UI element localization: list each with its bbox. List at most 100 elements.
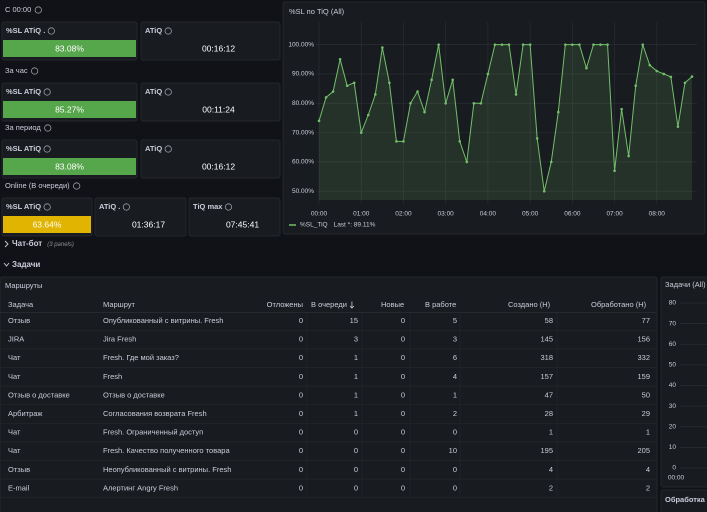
table-cell: 0 (299, 353, 303, 362)
data-point (437, 43, 440, 46)
table-cell: 6 (453, 353, 457, 362)
table-cell: 195 (540, 446, 553, 455)
row-note: (3 panels) (47, 242, 74, 248)
column-header: Маршрут (103, 300, 136, 309)
table-cell: 0 (401, 465, 405, 474)
table-cell: Опубликованный с витрины. Fresh (103, 316, 223, 325)
data-point (542, 189, 546, 193)
data-point (430, 78, 433, 82)
panel (660, 276, 707, 488)
stat-title: ATiQ (145, 26, 162, 35)
data-point (352, 81, 356, 85)
stat-value: 00:16:12 (202, 43, 235, 53)
stat-title: ATiQ . (99, 202, 120, 211)
stat-bar (3, 216, 91, 233)
column-header: В работе (425, 300, 456, 309)
table-cell: 0 (354, 446, 358, 455)
chart-title: Задачи (All) (665, 280, 706, 289)
table-cell: 0 (401, 316, 405, 325)
x-tick-label: 04:00 (480, 211, 497, 218)
table-cell: 0 (354, 428, 358, 437)
table-cell: 10 (449, 446, 457, 455)
data-point (676, 125, 680, 129)
column-header: Новые (381, 300, 404, 309)
table-cell: 1 (646, 428, 650, 437)
table-cell: 0 (401, 372, 405, 381)
table-cell: 0 (453, 465, 457, 474)
data-point (366, 113, 370, 117)
table-cell: JIRA (8, 335, 24, 344)
data-point (416, 90, 419, 93)
table-cell: 205 (637, 446, 650, 455)
row-title: Чат-бот (12, 239, 42, 248)
section-label: За час (5, 66, 28, 75)
table-cell: 15 (350, 316, 358, 325)
info-icon (122, 203, 130, 211)
column-header: Отложены (267, 300, 303, 309)
data-point (655, 69, 659, 73)
data-point (395, 140, 398, 143)
column-header: Задача (8, 300, 34, 309)
data-point (528, 43, 532, 46)
y-tick-label: 90.00% (292, 71, 314, 78)
column-header: В очереди (311, 300, 347, 309)
table-cell: 0 (453, 428, 457, 437)
data-point (479, 101, 483, 105)
data-point (374, 93, 377, 96)
table-cell: Чат (8, 428, 21, 437)
series-area (319, 44, 692, 200)
y-tick-label: 50.00% (292, 188, 314, 195)
stat-title: TiQ max (193, 202, 223, 211)
data-point (585, 66, 588, 70)
table-cell: Чат (8, 446, 21, 455)
data-point (500, 43, 504, 46)
table-cell: 28 (545, 409, 553, 418)
table-cell: 58 (545, 316, 553, 325)
data-point (444, 101, 447, 105)
y-tick-label: 60 (669, 341, 677, 348)
x-tick-label: 02:00 (395, 211, 412, 218)
table-cell: 0 (401, 335, 405, 344)
table-cell: Fresh (103, 372, 122, 381)
stat-value: 00:16:12 (202, 161, 235, 171)
table-cell: Чат (8, 372, 21, 381)
data-point (571, 43, 574, 46)
data-point (409, 101, 412, 105)
y-tick-label: 70.00% (292, 129, 314, 136)
table-cell: 0 (401, 483, 405, 492)
table-cell: 0 (453, 483, 457, 492)
stat-title: %SL ATiQ (6, 202, 41, 211)
data-point (324, 96, 328, 99)
table-cell: 0 (401, 428, 405, 437)
y-tick-label: 100.00% (288, 41, 314, 48)
data-point (606, 43, 609, 46)
table-cell: 0 (299, 428, 303, 437)
data-point (549, 160, 553, 164)
x-tick-label: 01:00 (353, 211, 370, 218)
y-tick-label: 80 (669, 300, 677, 307)
stat-title: %SL ATiQ . (6, 26, 45, 35)
panel (140, 139, 281, 179)
table-cell: 0 (299, 483, 303, 492)
x-tick-label: 03:00 (438, 211, 455, 218)
row-title: Задачи (12, 260, 40, 269)
data-point (578, 43, 581, 46)
data-point (592, 43, 595, 46)
stat-value: 63.64% (33, 219, 62, 229)
table-cell: 2 (549, 483, 553, 492)
data-point (345, 84, 349, 87)
y-tick-label: 80.00% (292, 100, 314, 107)
data-point (514, 93, 518, 96)
data-point (620, 107, 623, 111)
stat-bar (3, 101, 136, 118)
y-tick-label: 40 (669, 382, 677, 389)
y-tick-label: 60.00% (292, 159, 314, 166)
data-point (381, 46, 384, 49)
info-icon (164, 27, 172, 35)
data-point (331, 90, 335, 93)
data-point (662, 72, 666, 76)
stat-value: 83.08% (55, 161, 84, 171)
data-point (338, 58, 342, 61)
table-cell: 332 (637, 353, 650, 362)
